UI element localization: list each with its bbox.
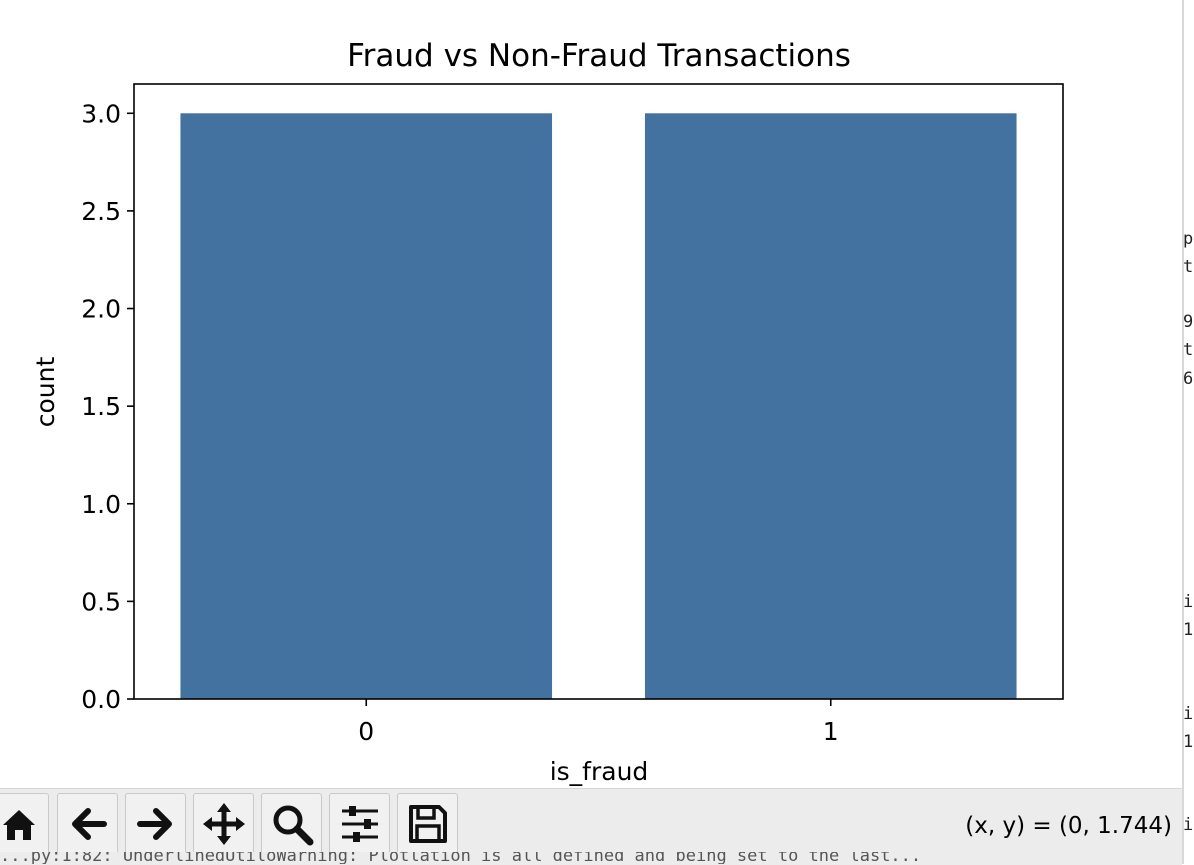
zoom-button[interactable] <box>261 793 322 855</box>
terminal-background: p t 9 t 6 i 1 i 1 i <box>1184 0 1194 864</box>
chart-title: Fraud vs Non-Fraud Transactions <box>347 38 851 74</box>
pan-icon <box>202 803 245 845</box>
terminal-line: p <box>1184 229 1194 249</box>
configure-subplots-icon <box>341 806 378 842</box>
bar-0 <box>180 113 553 700</box>
terminal-line: 1 <box>1184 620 1194 640</box>
pan-button[interactable] <box>193 793 254 855</box>
y-tick-label: 1.0 <box>81 490 121 519</box>
terminal-output-line: ...py:1:82: UnderlinedUtiloWarning: Plot… <box>0 852 1182 864</box>
terminal-line: t <box>1184 340 1194 360</box>
zoom-icon <box>273 805 313 846</box>
y-tick-label: 0.5 <box>81 587 121 616</box>
forward-button[interactable] <box>125 793 186 855</box>
terminal-line: i <box>1184 815 1194 835</box>
save-icon <box>408 805 447 843</box>
configure-subplots-button[interactable] <box>329 793 390 855</box>
y-tick-label: 0.0 <box>81 685 121 714</box>
terminal-bottom-text: ...py:1:82: UnderlinedUtiloWarning: Plot… <box>0 852 922 864</box>
terminal-line: 1 <box>1184 732 1194 752</box>
save-button[interactable] <box>397 793 458 855</box>
chart: Fraud vs Non-Fraud Transactions 0.0 0.5 1.… <box>31 38 1064 786</box>
terminal-line: 6 <box>1184 369 1194 389</box>
back-button[interactable] <box>57 793 118 855</box>
y-tick-label: 2.0 <box>81 295 121 324</box>
forward-icon <box>136 808 172 840</box>
coordinate-readout: (x, y) = (0, 1.744) <box>965 813 1172 839</box>
terminal-line: i <box>1184 592 1194 612</box>
y-tick-label: 2.5 <box>81 197 121 226</box>
terminal-line: t <box>1184 257 1194 277</box>
x-axis-label: is_fraud <box>550 757 649 786</box>
axes-frame <box>133 83 1064 700</box>
terminal-line: 9 <box>1184 312 1194 332</box>
home-icon <box>2 810 35 840</box>
window-edge <box>1182 0 1184 864</box>
x-tick-label: 1 <box>823 717 839 746</box>
y-tick-label: 1.5 <box>81 392 121 421</box>
back-icon <box>71 808 107 840</box>
y-tick-label: 3.0 <box>81 99 121 128</box>
y-axis-label: count <box>31 357 60 428</box>
x-tick-label: 0 <box>358 717 374 746</box>
bar-1 <box>644 113 1017 700</box>
terminal-line: i <box>1184 704 1194 724</box>
home-button[interactable] <box>0 793 49 855</box>
